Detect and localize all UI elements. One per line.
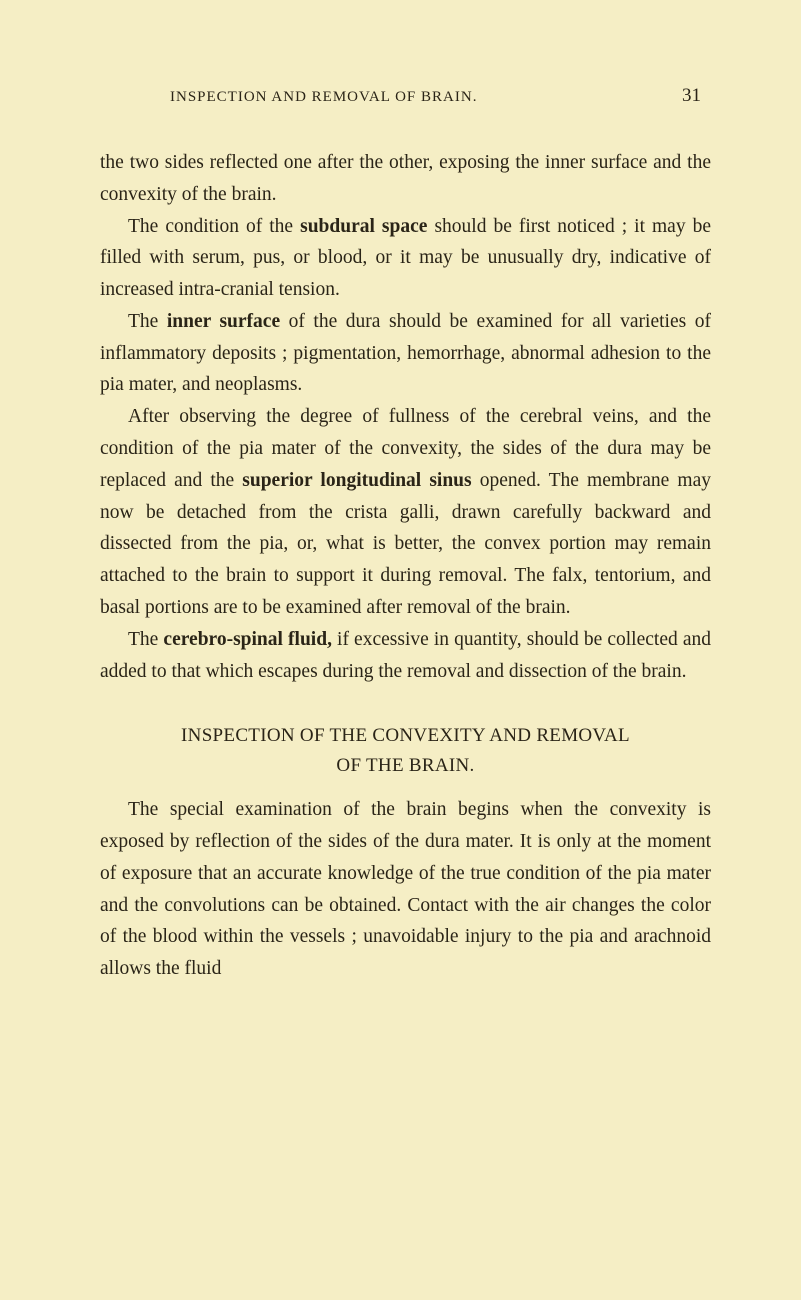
page-header: INSPECTION AND REMOVAL OF BRAIN. 31 xyxy=(100,85,711,107)
text-run: The special examination of the brain beg… xyxy=(100,799,711,979)
document-page: INSPECTION AND REMOVAL OF BRAIN. 31 the … xyxy=(0,0,801,1300)
paragraph-1: the two sides reflected one after the ot… xyxy=(100,147,711,211)
heading-line-1: INSPECTION OF THE CONVEXITY AND REMOVAL xyxy=(181,725,630,746)
paragraph-3: The inner surface of the dura should be … xyxy=(100,306,711,401)
heading-line-2: OF THE BRAIN. xyxy=(336,755,474,776)
bold-term-inner-surface: inner surface xyxy=(167,311,280,332)
bold-term-subdural-space: subdural space xyxy=(300,216,427,237)
text-run: opened. The membrane may now be detached… xyxy=(100,470,711,618)
text-run: The condition of the xyxy=(128,216,300,237)
paragraph-5: The cerebro-spinal fluid, if excessive i… xyxy=(100,624,711,688)
bold-term-superior-longitudinal-sinus: superior longitudinal sinus xyxy=(242,470,471,491)
page-number: 31 xyxy=(682,85,701,107)
text-run: The xyxy=(128,311,167,332)
paragraph-4: After observing the degree of fullness o… xyxy=(100,401,711,623)
paragraph-6: The special examination of the brain beg… xyxy=(100,794,711,985)
paragraph-2: The condition of the subdural space shou… xyxy=(100,211,711,306)
section-heading: INSPECTION OF THE CONVEXITY AND REMOVAL … xyxy=(100,721,711,780)
body-text: the two sides reflected one after the ot… xyxy=(100,147,711,985)
text-run: The xyxy=(128,629,163,650)
bold-term-cerebro-spinal-fluid: cerebro-spinal fluid, xyxy=(163,629,332,650)
running-head: INSPECTION AND REMOVAL OF BRAIN. xyxy=(170,89,477,106)
text-run: the two sides reflected one after the ot… xyxy=(100,152,711,205)
